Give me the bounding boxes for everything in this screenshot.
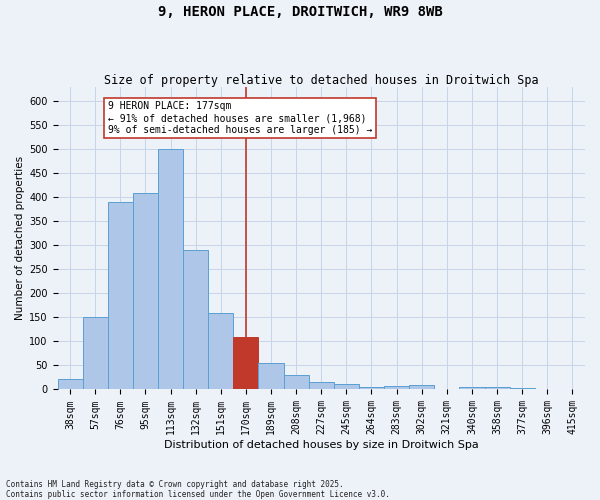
Text: Contains HM Land Registry data © Crown copyright and database right 2025.
Contai: Contains HM Land Registry data © Crown c… <box>6 480 390 499</box>
X-axis label: Distribution of detached houses by size in Droitwich Spa: Distribution of detached houses by size … <box>164 440 479 450</box>
Bar <box>158 150 183 390</box>
Text: 9 HERON PLACE: 177sqm
← 91% of detached houses are smaller (1,968)
9% of semi-de: 9 HERON PLACE: 177sqm ← 91% of detached … <box>108 102 372 134</box>
Y-axis label: Number of detached properties: Number of detached properties <box>15 156 25 320</box>
Text: 9, HERON PLACE, DROITWICH, WR9 8WB: 9, HERON PLACE, DROITWICH, WR9 8WB <box>158 5 442 19</box>
Bar <box>208 312 233 390</box>
Title: Size of property relative to detached houses in Droitwich Spa: Size of property relative to detached ho… <box>104 74 539 87</box>
Bar <box>108 202 133 390</box>
Bar <box>133 192 158 390</box>
Bar <box>308 382 334 390</box>
Bar <box>359 387 384 390</box>
Bar <box>460 387 485 390</box>
Bar <box>334 384 359 390</box>
Bar <box>284 375 308 390</box>
Bar <box>83 318 108 390</box>
Bar <box>509 388 535 390</box>
Bar <box>409 384 434 390</box>
Bar <box>233 336 259 390</box>
Bar <box>485 387 509 390</box>
Bar <box>58 379 83 390</box>
Bar <box>384 386 409 390</box>
Bar <box>183 250 208 390</box>
Bar <box>259 363 284 390</box>
